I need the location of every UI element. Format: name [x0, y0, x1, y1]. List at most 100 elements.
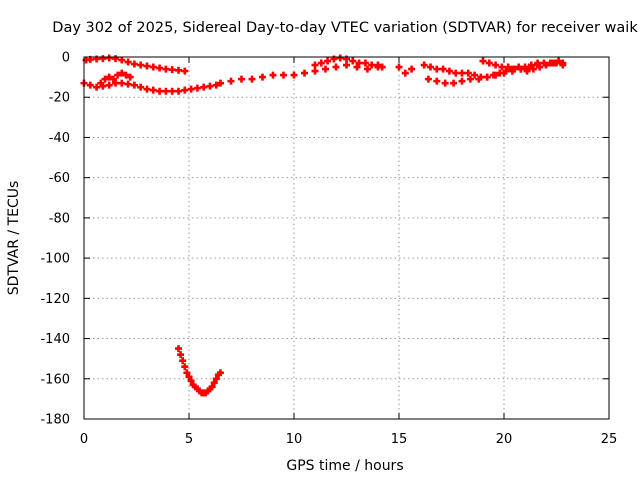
data-point	[452, 69, 460, 77]
data-point	[355, 59, 363, 67]
data-point	[162, 87, 170, 95]
data-point	[238, 75, 245, 83]
data-point	[118, 56, 126, 64]
data-point	[332, 63, 340, 71]
data-point	[210, 379, 218, 387]
y-tick-label: -20	[49, 91, 70, 106]
data-point	[471, 71, 479, 79]
data-point	[193, 84, 201, 92]
data-point	[290, 71, 298, 79]
data-point	[156, 64, 164, 72]
data-point	[175, 66, 182, 74]
data-point	[175, 87, 182, 95]
data-point	[517, 65, 525, 73]
data-point	[179, 357, 187, 365]
data-point	[112, 79, 119, 87]
y-tick-label: -140	[40, 332, 70, 347]
data-point	[424, 75, 432, 83]
data-point	[427, 63, 434, 71]
data-point	[206, 82, 214, 90]
data-point	[439, 65, 447, 73]
data-point	[126, 73, 134, 81]
data-point	[500, 69, 508, 77]
data-point	[143, 62, 151, 70]
data-point	[336, 54, 344, 62]
data-point	[177, 351, 185, 359]
y-tick-label: -60	[49, 171, 70, 186]
data-point	[420, 61, 428, 69]
data-point	[248, 75, 256, 83]
data-point	[93, 83, 101, 91]
data-points	[80, 54, 567, 397]
axis-ticks: 0 5 10 15 20 25 0 -20 -40 -60 -80 -100 -120 -140 -160 -…	[40, 51, 617, 448]
data-point	[212, 81, 220, 89]
data-point	[185, 373, 193, 381]
y-tick-label: -40	[49, 131, 70, 146]
data-point	[401, 69, 409, 77]
grid-lines	[84, 57, 609, 419]
data-point	[137, 61, 145, 69]
data-point	[187, 377, 195, 385]
y-tick-label: -160	[40, 372, 70, 387]
data-point	[114, 71, 122, 79]
y-tick-label: -80	[49, 211, 70, 226]
data-point	[559, 59, 567, 67]
data-point	[433, 77, 441, 85]
data-point	[498, 63, 506, 71]
data-point	[208, 383, 216, 391]
data-point	[492, 71, 500, 79]
chart-title: Day 302 of 2025, Sidereal Day-to-day VTE…	[52, 20, 638, 36]
data-point	[475, 75, 483, 83]
data-point	[479, 57, 487, 65]
data-point	[86, 81, 94, 89]
data-point	[525, 63, 533, 71]
data-point	[536, 63, 544, 71]
data-point	[130, 81, 138, 89]
data-point	[187, 85, 195, 93]
data-point	[105, 54, 113, 62]
data-point	[181, 86, 189, 94]
x-tick-label: 10	[286, 432, 303, 447]
series-arc-10	[175, 345, 224, 397]
data-point	[156, 87, 164, 95]
x-axis-label: GPS time / hours	[286, 458, 403, 474]
data-point	[301, 69, 308, 77]
data-point	[504, 63, 512, 71]
data-point	[511, 65, 518, 73]
data-point	[523, 67, 531, 75]
data-point	[124, 80, 132, 88]
data-point	[450, 79, 458, 87]
data-point	[311, 67, 319, 75]
data-point	[542, 61, 550, 69]
data-point	[458, 77, 466, 85]
data-point	[441, 79, 449, 87]
data-point	[175, 345, 182, 353]
data-point	[374, 61, 382, 69]
data-point	[137, 83, 145, 91]
data-point	[408, 65, 416, 73]
plot-frame	[83, 56, 610, 420]
data-point	[181, 363, 189, 371]
data-point	[101, 75, 109, 83]
data-point	[99, 55, 107, 63]
data-point	[259, 73, 266, 81]
data-point	[555, 57, 563, 65]
data-point	[445, 67, 453, 75]
data-point	[181, 67, 189, 75]
data-point	[109, 75, 117, 83]
data-point	[168, 87, 176, 95]
data-point	[162, 65, 170, 73]
data-point	[217, 79, 224, 87]
data-point	[112, 55, 119, 63]
data-point	[464, 69, 472, 77]
data-point	[485, 59, 493, 67]
data-point	[368, 61, 376, 69]
data-point	[466, 75, 474, 83]
y-axis-label: SDTVAR / TECUs	[6, 181, 22, 296]
data-point	[183, 369, 191, 377]
x-tick-label: 15	[391, 432, 408, 447]
data-point	[200, 83, 208, 91]
data-point	[349, 57, 357, 65]
data-point	[97, 79, 105, 87]
